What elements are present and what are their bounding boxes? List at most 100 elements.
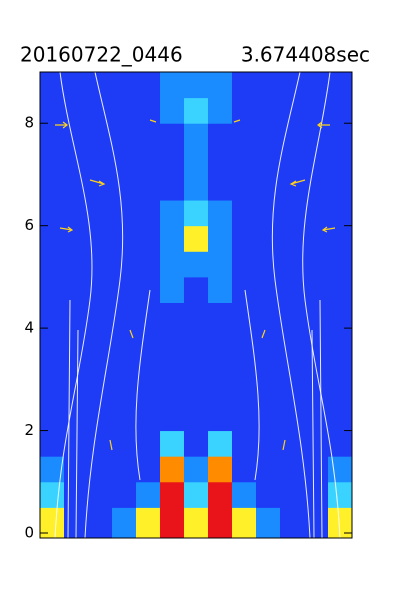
heat-cell (304, 276, 329, 303)
heat-cell (40, 404, 65, 432)
heat-cell (160, 251, 185, 278)
heat-cell (88, 97, 113, 124)
y-tick-label: 0 (24, 524, 34, 542)
heat-cell (232, 225, 257, 252)
heat-cell (304, 404, 329, 432)
heat-cell (40, 123, 65, 150)
heat-cell (112, 328, 137, 355)
heat-cell (184, 72, 209, 99)
heat-cell (208, 456, 233, 483)
heat-cell (304, 430, 329, 457)
heat-cell (208, 200, 233, 227)
heat-cell (256, 481, 281, 508)
heat-cell (160, 276, 185, 303)
y-axis: 0 2 4 6 8 (24, 114, 352, 542)
heat-cell (328, 225, 353, 252)
heat-cell (136, 328, 161, 355)
heat-cell (136, 148, 161, 175)
heat-cell (304, 302, 329, 329)
heat-cell (280, 123, 305, 150)
heat-cell (88, 404, 113, 432)
heat-cell (328, 379, 353, 406)
heat-cell (136, 404, 161, 432)
heat-cell (208, 225, 233, 252)
heat-cell (304, 251, 329, 278)
heat-cell (208, 276, 233, 303)
heat-cell (88, 430, 113, 457)
heat-cell (40, 276, 65, 303)
heat-cell (160, 225, 185, 252)
heat-cell (256, 404, 281, 432)
heat-cell (232, 200, 257, 227)
heat-cell (232, 353, 257, 380)
heat-cell (256, 276, 281, 303)
heat-cell (160, 200, 185, 227)
heat-cell (184, 481, 209, 508)
heat-cell (256, 328, 281, 355)
heat-cell (304, 97, 329, 124)
heat-cell (232, 456, 257, 483)
heat-cell (280, 174, 305, 201)
y-tick-label: 2 (24, 421, 34, 439)
heat-cell (88, 328, 113, 355)
heat-cell (112, 225, 137, 252)
heat-cell (160, 456, 185, 483)
plot-frame (39, 71, 353, 539)
heat-cell (40, 328, 65, 355)
heat-cell (328, 302, 353, 329)
heat-cell (304, 328, 329, 355)
heat-cell (208, 404, 233, 432)
heat-cell (88, 481, 113, 508)
heat-cell (136, 507, 161, 539)
heat-cell (160, 379, 185, 406)
heat-cell (112, 481, 137, 508)
heat-cell (232, 72, 257, 99)
heat-cell (328, 276, 353, 303)
heat-cell (232, 251, 257, 278)
heat-cell (256, 148, 281, 175)
heat-cell (184, 456, 209, 483)
heat-cell (112, 72, 137, 99)
y-tick-label: 8 (24, 114, 34, 132)
heat-cell (328, 200, 353, 227)
heat-cell (280, 148, 305, 175)
heat-cell (328, 456, 353, 483)
heat-cell (256, 123, 281, 150)
heat-cell (136, 481, 161, 508)
heat-cell (160, 174, 185, 201)
heat-cell (232, 507, 257, 539)
heat-cell (64, 123, 89, 150)
heat-cell (136, 174, 161, 201)
heat-cell (208, 507, 233, 539)
heat-cell (232, 404, 257, 432)
heat-cell (112, 174, 137, 201)
heat-cell (112, 97, 137, 124)
heat-cell (40, 148, 65, 175)
heat-cell (160, 353, 185, 380)
heat-cell (136, 251, 161, 278)
heat-cell (40, 302, 65, 329)
heat-cell (184, 174, 209, 201)
heat-cell (208, 72, 233, 99)
heat-cell (256, 353, 281, 380)
heat-cell (304, 174, 329, 201)
heat-cell (88, 148, 113, 175)
heat-cell (256, 507, 281, 539)
heat-cell (304, 456, 329, 483)
heat-cell (112, 276, 137, 303)
heat-cell (208, 148, 233, 175)
heat-cell (88, 353, 113, 380)
heat-cell (328, 404, 353, 432)
heat-cell (136, 276, 161, 303)
heat-cell (280, 72, 305, 99)
heat-cell (112, 148, 137, 175)
heat-cell (208, 430, 233, 457)
heat-cell (160, 430, 185, 457)
vectors (55, 119, 336, 451)
heat-cell (280, 200, 305, 227)
heat-cell (136, 72, 161, 99)
heat-cell (160, 97, 185, 124)
heat-cell (112, 302, 137, 329)
heat-cell (40, 174, 65, 201)
heat-cell (208, 251, 233, 278)
